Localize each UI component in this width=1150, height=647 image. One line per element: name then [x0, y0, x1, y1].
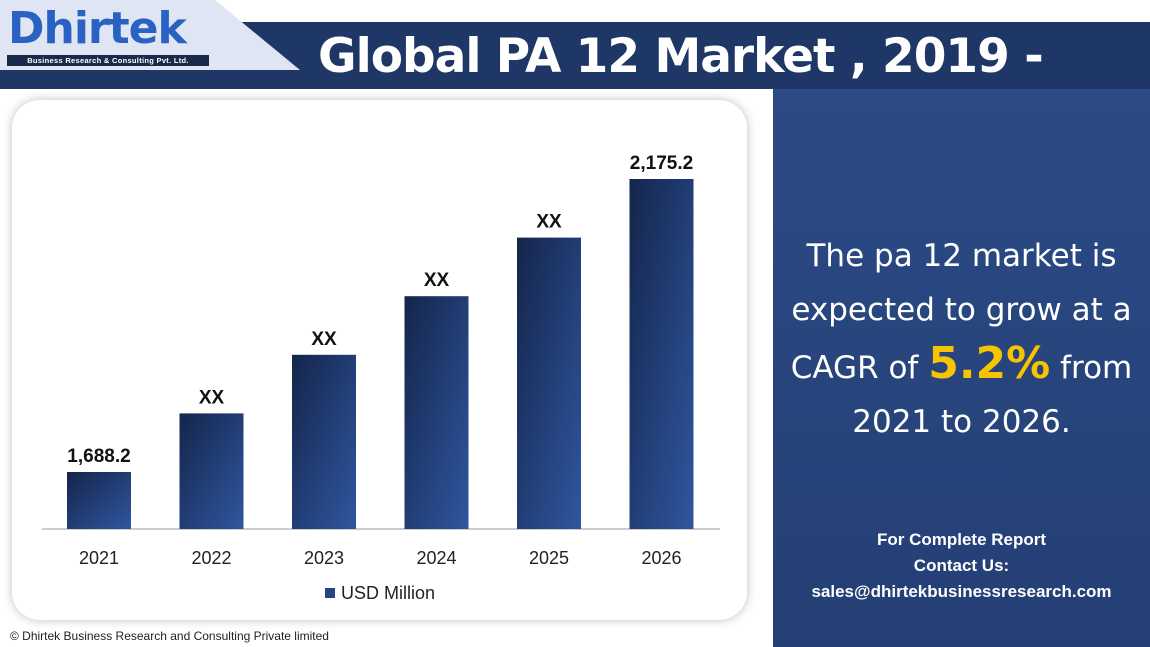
side-panel: The pa 12 market is expected to grow at …	[773, 89, 1150, 647]
copyright: © Dhirtek Business Research and Consulti…	[10, 629, 329, 643]
data-label-2022: XX	[199, 387, 225, 408]
contact-block: For Complete Report Contact Us: sales@dh…	[773, 527, 1150, 605]
data-label-2024: XX	[424, 270, 450, 291]
bar-2021	[67, 472, 131, 529]
x-tick-2023: 2023	[304, 548, 344, 568]
x-tick-2024: 2024	[416, 548, 456, 568]
cagr-prefix: CAGR of	[790, 350, 919, 386]
cagr-line-3: CAGR of 5.2% from	[773, 337, 1150, 395]
data-label-2023: XX	[311, 329, 337, 350]
legend-label: USD Million	[341, 583, 435, 603]
legend-swatch	[325, 588, 335, 598]
data-label-2026: 2,175.2	[630, 153, 693, 174]
bar-2023	[292, 354, 356, 529]
contact-line-1: For Complete Report	[876, 530, 1047, 549]
contact-email[interactable]: sales@dhirtekbusinessresearch.com	[811, 582, 1112, 601]
chart-card	[12, 100, 747, 620]
cagr-line-4: 2021 to 2026.	[852, 404, 1071, 440]
cagr-line-1: The pa 12 market is	[806, 238, 1117, 274]
x-tick-2026: 2026	[641, 548, 681, 568]
data-label-2025: XX	[536, 212, 562, 233]
bar-2026	[629, 179, 694, 529]
cagr-suffix: from	[1060, 350, 1133, 386]
data-label-2021: 1,688.2	[67, 446, 130, 467]
x-tick-2025: 2025	[529, 548, 569, 568]
x-tick-2021: 2021	[79, 548, 119, 568]
bar-2025	[517, 237, 581, 529]
cagr-value: 5.2%	[928, 338, 1051, 389]
bar-chart: 1,688.2 2021 XX 2022 XX 2023 XX 2024 XX 2025 2,175…	[42, 153, 720, 603]
logo: Dhirtek	[8, 3, 187, 54]
logo-subtitle: Business Research & Consulting Pvt. Ltd.	[7, 55, 209, 66]
x-tick-2022: 2022	[191, 548, 231, 568]
bar-2024	[404, 296, 469, 529]
bar-2022	[179, 413, 244, 529]
cagr-text: The pa 12 market is expected to grow at …	[773, 229, 1150, 449]
cagr-line-2: expected to grow at a	[791, 292, 1132, 328]
contact-line-2: Contact Us:	[913, 556, 1010, 575]
